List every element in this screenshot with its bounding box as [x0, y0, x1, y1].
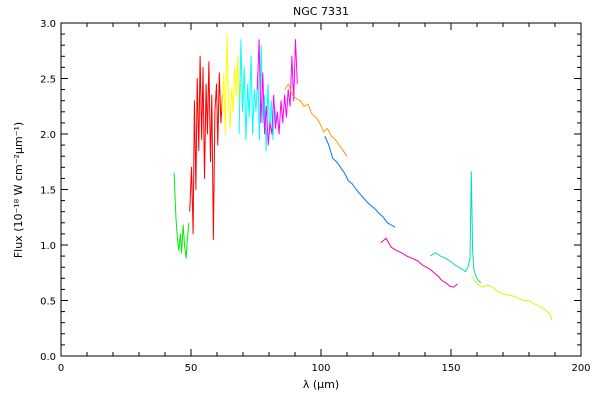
plot-frame: [60, 22, 582, 357]
y-tick-label: 2.5: [40, 75, 56, 86]
series-line-4: [238, 39, 277, 152]
x-axis-ticks: 0 50 100 150 200: [58, 23, 591, 374]
y-tick-label: 1.5: [40, 186, 56, 197]
y-tick-label: 3.0: [40, 19, 56, 30]
plot-area: 0 50 100 150 200 0.0 0.5 1.0 1.5 2.0 2.5 3.0: [40, 19, 590, 374]
y-tick-label: 2.0: [40, 130, 56, 141]
y-tick-label: 0.0: [40, 352, 56, 363]
x-tick-label: 100: [311, 363, 330, 374]
series-line-8: [380, 237, 458, 288]
series-line-6: [284, 83, 348, 157]
series-line-9: [429, 171, 482, 284]
x-tick-label: 0: [58, 363, 64, 374]
x-tick-label: 150: [441, 363, 460, 374]
y-axis-ticks: 0.0 0.5 1.0 1.5 2.0 2.5 3.0: [40, 19, 581, 363]
x-tick-label: 200: [571, 363, 590, 374]
series-line-10: [471, 275, 553, 321]
series-layer: [173, 33, 553, 321]
y-tick-label: 0.5: [40, 297, 56, 308]
series-line-3: [221, 33, 242, 135]
series-line-7: [324, 135, 396, 228]
series-line-2: [189, 55, 223, 240]
y-tick-label: 1.0: [40, 241, 56, 252]
x-tick-label: 50: [185, 363, 198, 374]
chart-title: NGC 7331: [293, 5, 349, 18]
series-line-1: [173, 172, 190, 259]
y-axis-label: Flux (10⁻¹⁸ W cm⁻²μm⁻¹): [12, 122, 25, 258]
x-axis-label: λ (μm): [303, 378, 339, 391]
